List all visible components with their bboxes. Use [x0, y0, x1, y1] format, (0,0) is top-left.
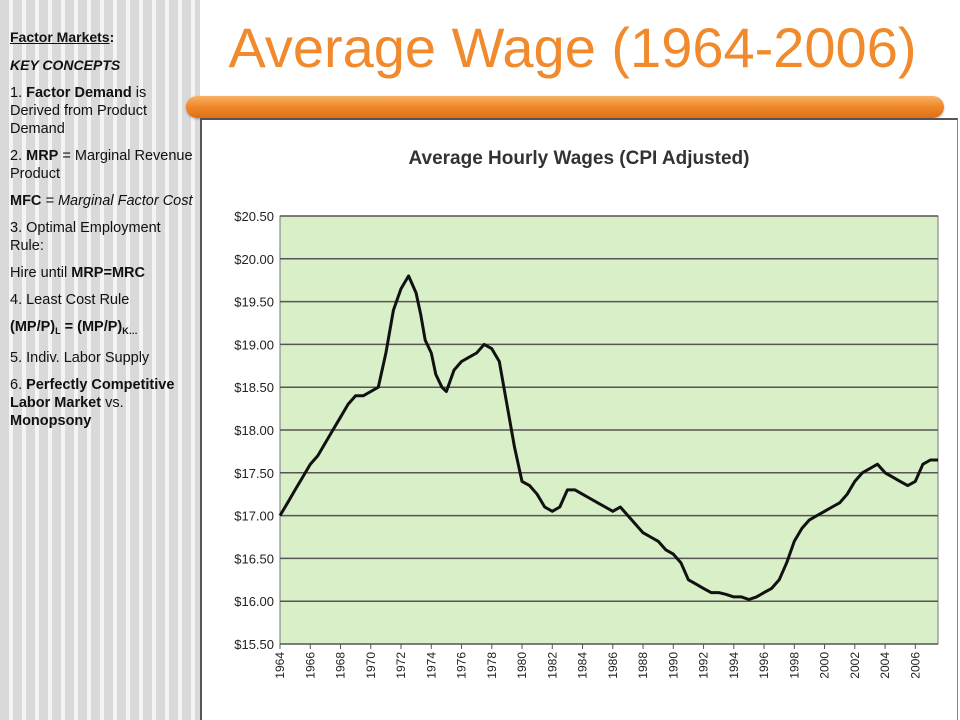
x-tick-label: 1988 — [636, 652, 650, 679]
chart-title: Average Hourly Wages (CPI Adjusted) — [408, 148, 749, 169]
concept-3: 3. Optimal Employment Rule: — [10, 220, 161, 254]
x-tick-label: 1980 — [515, 652, 529, 679]
concept-1: 1. Factor Demand is Derived from Product… — [10, 85, 147, 137]
x-tick-label: 1994 — [727, 652, 741, 679]
x-tick-label: 1998 — [787, 652, 801, 679]
x-tick-label: 1970 — [364, 652, 378, 679]
x-tick-label: 1996 — [757, 652, 771, 679]
key-concepts-label: KEY CONCEPTS — [10, 57, 121, 73]
y-tick-label: $19.00 — [234, 337, 274, 352]
y-tick-label: $20.00 — [234, 252, 274, 267]
concept-hire: Hire until MRP=MRC — [10, 265, 145, 281]
y-tick-label: $16.00 — [234, 594, 274, 609]
concept-5: 5. Indiv. Labor Supply — [10, 350, 150, 366]
x-tick-label: 1964 — [273, 652, 287, 679]
x-tick-label: 2006 — [908, 652, 922, 679]
sidebar-heading: Factor Markets: — [10, 29, 115, 45]
concept-mfc: MFC = Marginal Factor Cost — [10, 193, 193, 209]
x-tick-label: 1986 — [606, 652, 620, 679]
y-tick-label: $16.50 — [234, 551, 274, 566]
x-tick-label: 2000 — [818, 652, 832, 679]
concept-mp-ratio: (MP/P)L = (MP/P)K… — [10, 319, 138, 336]
x-tick-label: 1966 — [303, 652, 317, 679]
y-tick-label: $17.00 — [234, 509, 274, 524]
title-underline-bar — [186, 96, 944, 118]
x-tick-label: 1992 — [697, 652, 711, 679]
concept-2: 2. MRP = Marginal Revenue Product — [10, 148, 193, 182]
slide-title: Average Wage (1964-2006) — [228, 16, 917, 79]
sidebar-stripe-background — [0, 0, 200, 720]
y-tick-label: $18.00 — [234, 423, 274, 438]
x-tick-label: 1978 — [485, 652, 499, 679]
x-tick-label: 1976 — [455, 652, 469, 679]
x-tick-label: 1982 — [545, 652, 559, 679]
y-tick-label: $20.50 — [234, 209, 274, 224]
concept-4: 4. Least Cost Rule — [10, 292, 130, 308]
y-tick-label: $17.50 — [234, 466, 274, 481]
y-tick-label: $18.50 — [234, 380, 274, 395]
concept-6: 6. Perfectly Competitive Labor Market vs… — [10, 377, 175, 429]
x-tick-label: 1972 — [394, 652, 408, 679]
x-tick-label: 1968 — [334, 652, 348, 679]
y-tick-label: $15.50 — [234, 637, 274, 652]
x-tick-label: 2002 — [848, 652, 862, 679]
x-tick-label: 1984 — [576, 652, 590, 679]
y-tick-label: $19.50 — [234, 295, 274, 310]
key-concepts-panel: Factor Markets: KEY CONCEPTS 1. Factor D… — [10, 28, 196, 439]
x-tick-label: 1974 — [424, 652, 438, 679]
wage-line-chart: Average Hourly Wages (CPI Adjusted) $15.5… — [234, 148, 939, 679]
x-tick-label: 2004 — [878, 652, 892, 679]
wage-series-line — [278, 274, 938, 601]
x-tick-label: 1990 — [666, 652, 680, 679]
